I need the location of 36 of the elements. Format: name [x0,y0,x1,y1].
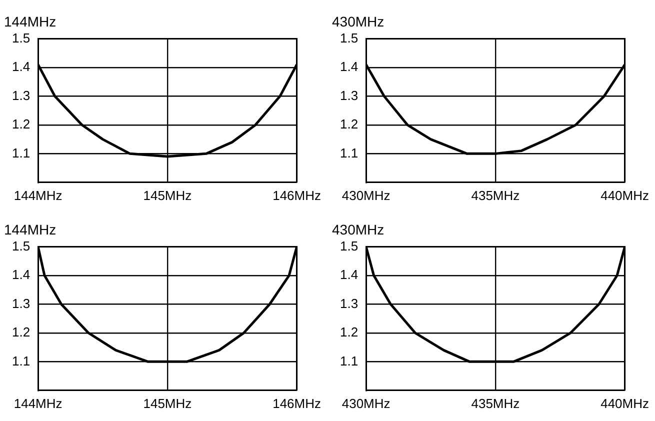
x-tick-label: 144MHz [14,396,62,411]
x-tick-label: 430MHz [342,188,390,203]
chart-title: 430MHz [332,221,384,238]
y-tick-label: 1.5 [340,30,358,46]
y-tick-label: 1.1 [12,145,30,160]
y-tick-label: 1.5 [12,30,30,46]
x-tick-label: 440MHz [600,396,650,411]
chart-title: 430MHz [332,13,384,30]
y-tick-label: 1.2 [340,324,358,340]
y-tick-label: 1.4 [340,59,358,74]
y-tick-label: 1.1 [12,353,30,368]
chart-title: 144MHz [4,13,56,30]
y-tick-label: 1.3 [12,296,30,311]
y-tick-label: 1.2 [12,116,30,132]
x-tick-label: 435MHz [471,396,520,411]
y-tick-label: 1.4 [12,59,30,74]
x-tick-label: 440MHz [600,188,650,203]
chart-title: 144MHz [4,221,56,238]
y-tick-label: 1.4 [12,267,30,282]
y-tick-label: 1.3 [340,88,358,103]
x-tick-label: 145MHz [143,396,192,411]
y-tick-label: 1.5 [340,238,358,254]
x-tick-label: 146MHz [272,188,322,203]
x-tick-label: 430MHz [342,396,390,411]
x-tick-label: 145MHz [143,188,192,203]
y-tick-label: 1.2 [12,324,30,340]
y-tick-label: 1.4 [340,267,358,282]
y-tick-label: 1.3 [340,296,358,311]
x-tick-label: 146MHz [272,396,322,411]
y-tick-label: 1.1 [340,145,358,160]
y-tick-label: 1.1 [340,353,358,368]
y-tick-label: 1.2 [340,116,358,132]
x-tick-label: 144MHz [14,188,62,203]
x-tick-label: 435MHz [471,188,520,203]
y-tick-label: 1.5 [12,238,30,254]
y-tick-label: 1.3 [12,88,30,103]
